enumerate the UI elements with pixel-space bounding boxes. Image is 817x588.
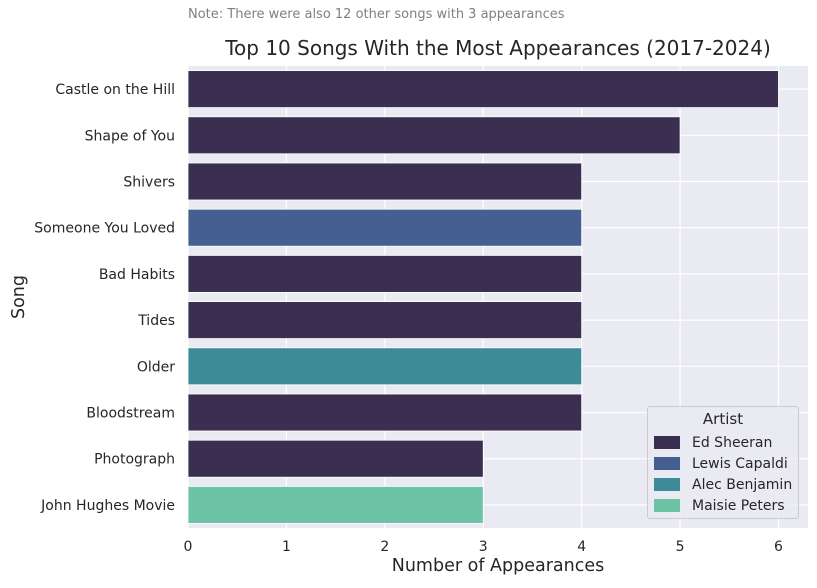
y-tick-label: Tides: [137, 313, 175, 329]
legend: Artist Ed Sheeran Lewis Capaldi Alec Ben…: [647, 406, 799, 519]
legend-title: Artist: [702, 410, 744, 428]
y-tick-label: John Hughes Movie: [40, 498, 175, 514]
x-axis-label: Number of Appearances: [391, 556, 605, 576]
bar: [187, 486, 484, 524]
legend-swatch: [654, 499, 680, 512]
bar: [187, 70, 779, 108]
x-tick-label: 2: [380, 539, 389, 555]
legend-item-ed-sheeran: Ed Sheeran: [648, 432, 798, 453]
legend-label: Maisie Peters: [692, 497, 785, 514]
x-tick-label: 6: [774, 539, 783, 555]
chart-title: Top 10 Songs With the Most Appearances (…: [225, 36, 771, 60]
y-tick-label: Bad Habits: [99, 267, 175, 283]
y-axis-label: Song: [9, 274, 29, 320]
y-tick-label: Bloodstream: [86, 406, 175, 422]
legend-label: Lewis Capaldi: [692, 455, 788, 472]
bar: [187, 208, 583, 247]
legend-swatch: [654, 457, 680, 470]
y-tick-label: Shivers: [123, 175, 175, 191]
legend-label: Ed Sheeran: [692, 434, 773, 451]
x-tick-label: 5: [676, 539, 685, 555]
y-tick-label: Photograph: [94, 452, 175, 468]
bar: [187, 255, 583, 293]
bar: [187, 301, 583, 339]
y-tick-label: Shape of You: [85, 128, 175, 144]
legend-swatch: [654, 478, 680, 491]
x-tick-label: 0: [184, 539, 193, 555]
y-tick-label: Someone You Loved: [34, 221, 175, 237]
legend-item-lewis-capaldi: Lewis Capaldi: [648, 453, 798, 474]
legend-label: Alec Benjamin: [692, 476, 793, 493]
y-tick-label: Older: [137, 359, 175, 375]
bar: [187, 162, 583, 201]
chart-note: Note: There were also 12 other songs wit…: [188, 7, 565, 22]
legend-item-maisie-peters: Maisie Peters: [648, 495, 798, 516]
bar: [187, 439, 484, 478]
bar: [187, 116, 681, 155]
y-tick-label: Castle on the Hill: [55, 82, 175, 98]
x-tick-label: 4: [577, 539, 586, 555]
legend-swatch: [654, 436, 680, 449]
x-tick-label: 1: [282, 539, 291, 555]
bar: [187, 347, 583, 386]
legend-item-alec-benjamin: Alec Benjamin: [648, 474, 798, 495]
x-tick-label: 3: [479, 539, 488, 555]
bar: [187, 393, 583, 432]
